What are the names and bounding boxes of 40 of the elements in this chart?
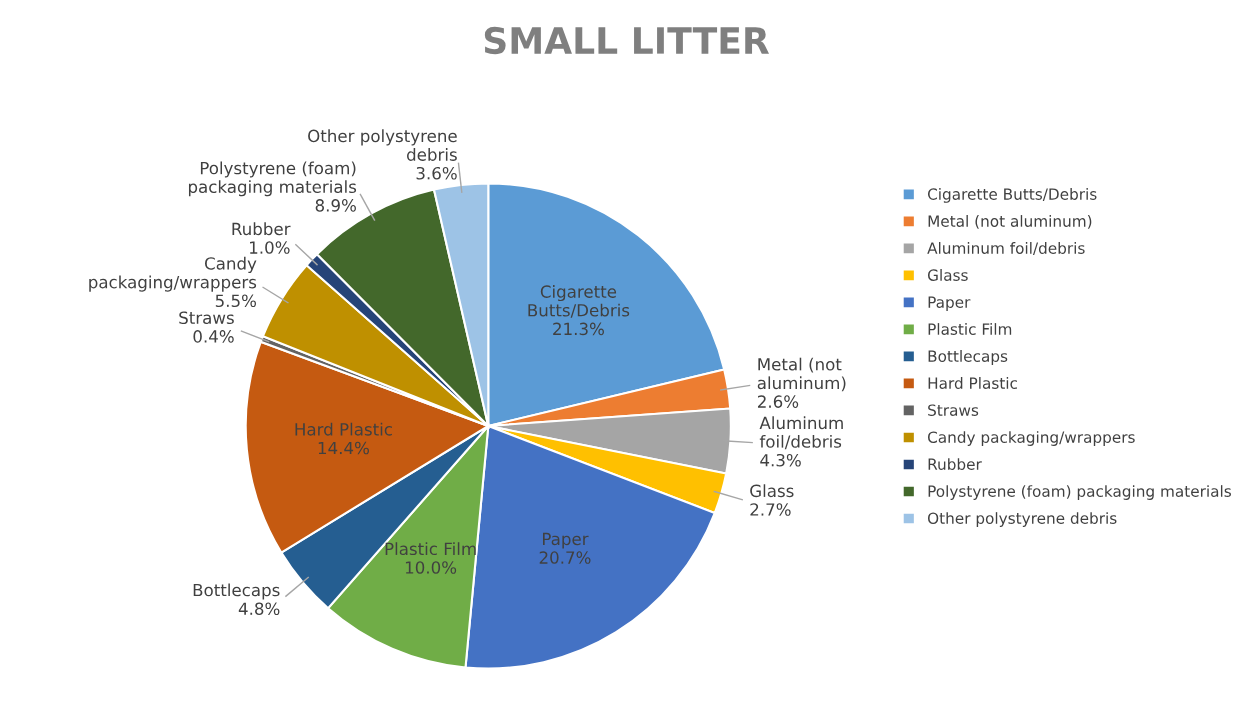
slice-label: Bottlecaps [193,583,280,600]
legend-label: Polystyrene (foam) packaging materials [928,485,1231,500]
data-label: 0.4% [193,330,234,343]
slice-label: Glass [750,484,794,498]
legend-label: Paper [928,296,971,311]
slice-label: Plastic Film [385,542,476,556]
data-label: 3.6% [416,166,457,180]
slice-label: Metal (not aluminum) [757,357,846,392]
data-label: 21.3% [553,322,604,336]
slice-label: Straws [179,311,234,325]
slice-label: Cigarette Butts/Debris [528,284,630,318]
legend-label: Candy packaging/wrappers [927,431,1135,446]
slice-label: Polystyrene (foam) packaging materials [188,161,357,197]
data-label: 1.0% [250,241,290,254]
data-label: 2.6% [757,395,799,408]
slice-label: Aluminum foil/debris [759,416,843,450]
data-label: 4.3% [760,453,801,467]
legend-label: Aluminum foil/debris [927,242,1085,256]
legend-label: Plastic Film [928,323,1012,335]
legend-label: Hard Plastic [928,377,1017,389]
data-label: 2.7% [750,503,791,516]
legend-label: Glass [927,269,968,281]
slice-label: Other polystyrene debris [308,129,457,161]
data-label: 8.9% [315,199,356,212]
slice-label: Hard Plastic [295,422,392,436]
legend-label: Straws [928,404,979,416]
legend-label: Cigarette Butts/Debris [927,188,1097,203]
legend-label: Bottlecaps [928,350,1008,365]
slice-label: Candy packaging/wrappers [89,256,257,292]
data-label: 14.4% [318,441,369,455]
data-label: 4.8% [238,602,280,616]
data-label: 5.5% [215,294,256,308]
legend-label: Metal (not aluminum) [928,215,1092,229]
data-label: 10.0% [405,561,457,574]
legend-label: Rubber [928,458,982,470]
slice-label: Rubber [232,222,291,236]
legend-label: Other polystyrene debris [927,512,1117,527]
slice-label: Paper [543,532,589,549]
data-label: 20.7% [539,551,591,564]
chart-title: SMALL LITTER [484,26,770,55]
